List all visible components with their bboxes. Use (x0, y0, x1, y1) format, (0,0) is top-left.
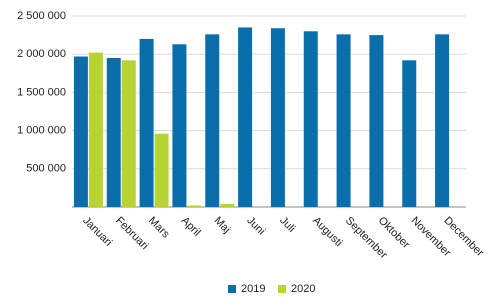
bar (402, 60, 417, 208)
bar (172, 44, 187, 207)
bar (435, 34, 450, 207)
x-tick-label: Maj (212, 215, 233, 236)
y-tick-label: 2 000 000 (17, 48, 66, 60)
x-tick-label: Juli (277, 215, 297, 235)
bar (121, 60, 136, 208)
x-tick-label: Augusti (310, 215, 344, 249)
bar (220, 203, 235, 207)
legend-swatch (228, 285, 236, 293)
bar (303, 31, 318, 208)
bar (73, 56, 88, 207)
bar (139, 38, 154, 207)
y-tick-label: 2 500 000 (17, 10, 66, 22)
legend-label: 2019 (241, 283, 265, 295)
x-tick-label: Januari (80, 215, 114, 249)
y-tick-label: 1 500 000 (17, 86, 66, 98)
bar (88, 52, 103, 208)
x-tick-label: Februari (113, 215, 150, 252)
y-tick-label: 500 000 (26, 163, 66, 175)
legend-label: 2020 (291, 283, 315, 295)
bar (238, 27, 253, 208)
x-tick-label: Juni (244, 215, 267, 238)
bar (187, 205, 202, 207)
y-tick-label: 1 000 000 (17, 125, 66, 137)
bar (270, 28, 285, 207)
bar (205, 34, 220, 207)
bar (106, 58, 121, 207)
bar (369, 35, 384, 207)
x-tick-label: Mars (146, 215, 172, 241)
bar (336, 34, 351, 207)
bar (154, 133, 169, 207)
x-tick-label: April (179, 215, 203, 239)
legend-swatch (278, 285, 286, 293)
